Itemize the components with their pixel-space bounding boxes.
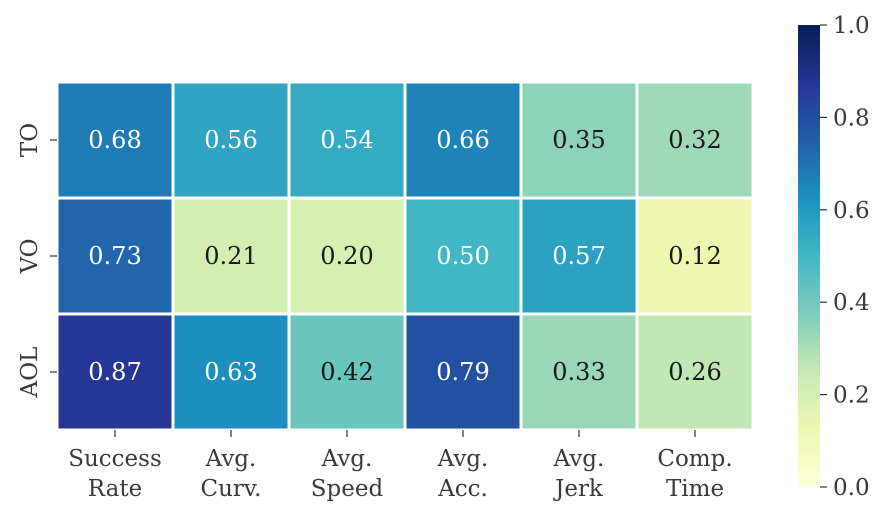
heatmap-cell (171, 196, 291, 316)
column-tick-label: Success Rate (68, 446, 162, 502)
column-tick-label: Avg. Speed (311, 446, 384, 502)
colorbar: 0.0 0.2 0.4 0.6 0.8 1.0 (798, 13, 870, 501)
cell-value-label: 0.26 (668, 358, 721, 386)
row-tick-label: TO (17, 123, 43, 157)
heatmap-cell (403, 196, 523, 316)
row-tick-labels: TO VO AOL (17, 123, 57, 398)
cell-value-label: 0.57 (552, 242, 605, 270)
colorbar-tick-label: 0.4 (833, 290, 870, 316)
heatmap-cell (403, 312, 523, 432)
cell-value-label: 0.54 (320, 126, 373, 154)
heatmap-cells: 0.68 0.56 0.54 0.66 0.35 0.32 0.73 0.21 0.20 0.50… (55, 80, 755, 432)
cell-value-label: 0.68 (88, 126, 141, 154)
column-tick-label: Avg. Curv. (201, 446, 262, 502)
column-tick-label: Avg. Jerk (553, 446, 605, 502)
cell-value-label: 0.20 (320, 242, 373, 270)
row-tick-label: VO (17, 238, 43, 274)
cell-value-label: 0.33 (552, 358, 605, 386)
colorbar-tick-label: 0.6 (833, 198, 870, 224)
heatmap-cell (635, 312, 755, 432)
cell-value-label: 0.73 (88, 242, 141, 270)
cell-value-label: 0.66 (436, 126, 489, 154)
colorbar-tick-label: 1.0 (833, 13, 870, 39)
colorbar-gradient (798, 25, 820, 487)
column-tick-label: Avg. Acc. (437, 446, 489, 502)
cell-value-label: 0.32 (668, 126, 721, 154)
cell-value-label: 0.42 (320, 358, 373, 386)
heatmap-cell (519, 312, 639, 432)
row-tick-label: AOL (17, 347, 43, 399)
heatmap-cell (171, 312, 291, 432)
cell-value-label: 0.21 (204, 242, 257, 270)
heatmap-cell (635, 80, 755, 200)
column-tick-label: Comp. Time (657, 446, 732, 502)
colorbar-tick-label: 0.2 (833, 383, 870, 409)
cell-value-label: 0.50 (436, 242, 489, 270)
cell-value-label: 0.87 (88, 358, 141, 386)
cell-value-label: 0.56 (204, 126, 257, 154)
cell-value-label: 0.79 (436, 358, 489, 386)
heatmap-cell (171, 80, 291, 200)
cell-value-label: 0.63 (204, 358, 257, 386)
cell-value-label: 0.12 (668, 242, 721, 270)
heatmap-cell (635, 196, 755, 316)
cell-value-label: 0.35 (552, 126, 605, 154)
column-tick-labels: Success Rate Avg. Curv. Avg. Speed Avg. Acc. Avg… (68, 430, 733, 502)
colorbar-tick-label: 0.0 (833, 475, 870, 501)
colorbar-tick-label: 0.8 (833, 105, 870, 131)
